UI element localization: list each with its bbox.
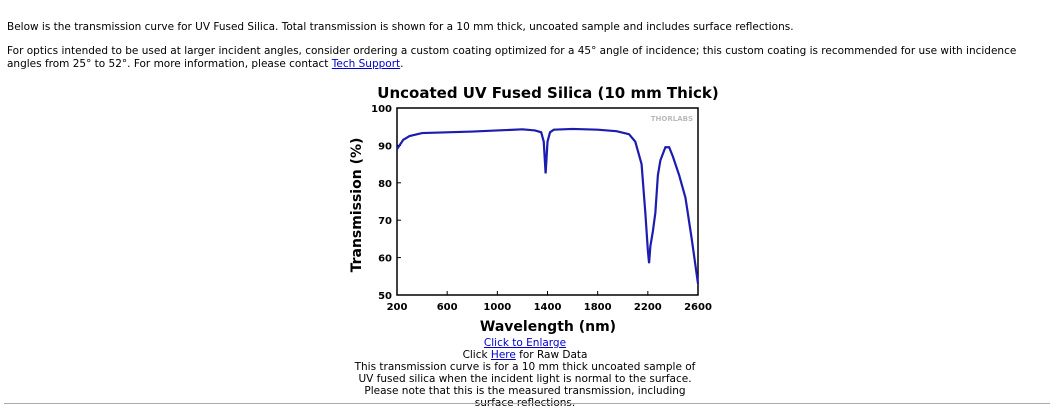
chart-title: Uncoated UV Fused Silica (10 mm Thick) — [377, 84, 718, 102]
x-tick-label: 1000 — [483, 302, 511, 313]
y-tick-label: 50 — [378, 291, 392, 302]
y-tick-label: 90 — [378, 141, 392, 152]
x-axis-label: Wavelength (nm) — [480, 319, 616, 335]
x-tick-label: 1800 — [584, 302, 612, 313]
x-tick-label: 600 — [437, 302, 458, 313]
x-tick-label: 200 — [387, 302, 408, 313]
text: For optics intended to be used at larger… — [7, 45, 1017, 70]
text: Click — [462, 349, 491, 361]
x-tick-label: 2200 — [634, 302, 662, 313]
y-tick-label: 70 — [378, 216, 392, 227]
link[interactable]: Here — [490, 349, 516, 361]
intro-text: Below is the transmission curve for UV F… — [7, 21, 794, 33]
plot-frame — [396, 107, 699, 296]
chart: Uncoated UV Fused Silica (10 mm Thick) W… — [349, 84, 719, 335]
y-axis-label: Transmission (%) — [349, 138, 365, 273]
caption: Click Here for Raw Data — [349, 349, 701, 361]
y-tick-label: 100 — [371, 104, 392, 115]
link[interactable]: Tech Support — [331, 58, 401, 70]
caption: Click to Enlarge — [349, 337, 701, 349]
intro-text: For optics intended to be used at larger… — [7, 45, 1042, 71]
x-tick-label: 1400 — [534, 302, 562, 313]
text: for Raw Data — [515, 349, 588, 361]
caption-note: This transmission curve is for a 10 mm t… — [354, 361, 696, 409]
watermark: THORLABS — [651, 115, 693, 123]
divider — [4, 403, 1050, 404]
y-tick-label: 60 — [378, 254, 392, 265]
text: . — [400, 58, 404, 70]
y-tick-label: 80 — [378, 179, 392, 190]
x-tick-label: 2600 — [684, 302, 712, 313]
link[interactable]: Click to Enlarge — [483, 337, 567, 349]
data-line — [396, 127, 700, 284]
